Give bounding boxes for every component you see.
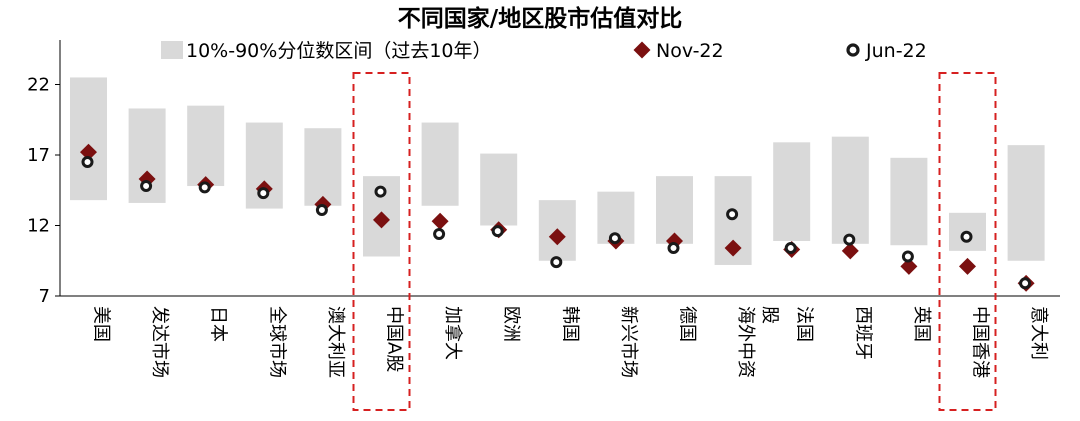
category-label-text: 美国 — [91, 306, 112, 342]
nov-marker — [431, 212, 449, 230]
category-label-text: 德国 — [677, 306, 698, 342]
jun-marker — [1019, 277, 1032, 290]
jun-marker — [81, 156, 94, 169]
jun-marker — [433, 227, 446, 240]
legend-jun-marker — [846, 43, 860, 57]
category-label: 新兴市场 — [618, 306, 639, 378]
category-label: 欧洲 — [501, 306, 522, 342]
jun-marker — [374, 185, 387, 198]
nov-marker — [841, 242, 859, 260]
category-label: 海外中资股 — [735, 306, 780, 378]
jun-marker — [550, 256, 563, 269]
category-label: 英国 — [911, 306, 932, 342]
category-label-text: 股 — [759, 306, 780, 324]
category-label-text: 澳大利亚 — [325, 306, 346, 378]
range-bar — [480, 153, 518, 226]
category-label: 中国A股 — [384, 306, 405, 372]
nov-marker — [900, 257, 918, 275]
legend-range-label: 10%-90%分位数区间（过去10年） — [186, 40, 492, 62]
jun-marker — [726, 208, 739, 221]
category-label: 加拿大 — [442, 306, 464, 360]
y-tick-label: 22 — [27, 75, 50, 96]
jun-marker — [843, 233, 856, 246]
range-bar — [421, 122, 459, 206]
range-bar — [890, 157, 928, 246]
range-bar — [773, 142, 811, 242]
range-bar — [304, 128, 342, 206]
chart-title: 不同国家/地区股市估值对比 — [398, 5, 682, 32]
category-label-text: 加拿大 — [442, 306, 464, 360]
category-label: 澳大利亚 — [325, 306, 346, 378]
category-label: 发达市场 — [149, 306, 170, 378]
y-tick-label: 7 — [39, 286, 50, 307]
jun-marker — [315, 203, 328, 216]
legend-range-swatch — [161, 41, 183, 59]
range-bar — [187, 105, 225, 187]
jun-marker — [491, 225, 504, 238]
category-label-text: 发达市场 — [149, 306, 170, 378]
category-label: 日本 — [208, 306, 229, 342]
nov-marker — [548, 228, 566, 246]
range-bar — [70, 77, 107, 201]
category-label: 美国 — [91, 306, 112, 342]
category-label-text: 韩国 — [559, 306, 580, 342]
y-tick-label: 17 — [27, 145, 50, 166]
nov-marker — [373, 211, 390, 229]
category-label: 德国 — [677, 306, 698, 342]
jun-marker — [608, 232, 621, 245]
category-label-text: 中国A股 — [384, 306, 405, 372]
category-label-text: 全球市场 — [266, 306, 287, 378]
legend-jun-label: Jun-22 — [865, 40, 927, 62]
nov-marker — [724, 239, 742, 257]
category-label: 意大利 — [1028, 306, 1049, 360]
legend-nov-label: Nov-22 — [656, 40, 724, 62]
legend: 10%-90%分位数区间（过去10年） Nov-22 Jun-22 — [161, 40, 927, 62]
jun-marker — [140, 180, 153, 193]
range-bar — [831, 136, 869, 244]
category-label-text: 意大利 — [1028, 306, 1049, 360]
category-label: 韩国 — [559, 306, 580, 342]
category-label-text: 法国 — [794, 306, 815, 342]
category-label: 西班牙 — [852, 306, 873, 360]
nov-marker — [80, 143, 97, 161]
highlight-box — [352, 72, 411, 411]
jun-marker — [257, 187, 270, 200]
category-label: 全球市场 — [266, 306, 287, 378]
range-bar — [1007, 145, 1045, 261]
nov-marker — [959, 257, 976, 275]
category-label-text: 新兴市场 — [618, 306, 639, 378]
jun-marker — [901, 250, 914, 263]
jun-marker — [198, 181, 211, 194]
category-label-text: 西班牙 — [852, 306, 873, 360]
category-label: 中国香港 — [970, 306, 991, 378]
jun-marker — [784, 242, 797, 255]
y-tick-label: 12 — [27, 216, 50, 237]
category-label-text: 欧洲 — [501, 306, 522, 342]
category-label-text: 日本 — [208, 306, 229, 342]
jun-marker — [960, 230, 973, 243]
jun-marker — [667, 242, 680, 255]
category-label: 法国 — [794, 306, 815, 342]
legend-nov-marker — [633, 41, 651, 59]
highlight-box — [938, 72, 997, 411]
category-label-text: 英国 — [911, 306, 932, 342]
category-label-text: 海外中资 — [735, 306, 756, 378]
category-label-text: 中国香港 — [970, 306, 991, 378]
plot-area: 7 12 17 22 美国 发达市场 日本 全球市场 澳大利亚 中国A股 加拿大 欧洲 韩国 新兴市场 德国… — [27, 40, 1060, 411]
